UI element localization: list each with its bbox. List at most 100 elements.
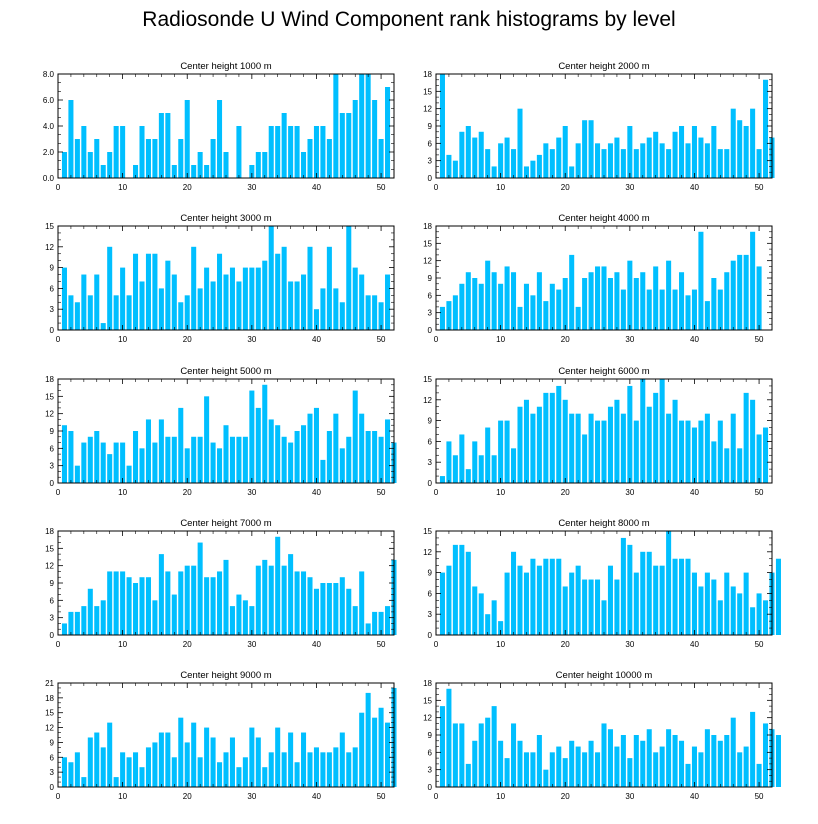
x-tick-label: 50: [755, 792, 764, 801]
y-tick-label: 9: [50, 427, 55, 436]
bar: [704, 572, 710, 635]
bar: [698, 137, 704, 178]
x-tick-label: 0: [434, 792, 439, 801]
bar: [372, 295, 378, 330]
y-tick-label: 0: [50, 783, 55, 792]
x-tick-label: 30: [247, 640, 256, 649]
bar: [139, 577, 145, 635]
bar: [145, 577, 151, 635]
bar: [517, 740, 523, 787]
bar: [763, 600, 769, 635]
bar: [685, 420, 691, 483]
bar: [74, 611, 80, 635]
bar: [511, 551, 517, 635]
chart-panel-3: Center height 3000 m 0 3 6 9 12 15 0 10 20 30 40 50: [45, 213, 395, 344]
bar: [126, 295, 132, 330]
y-tick-label: 2.0: [43, 148, 55, 157]
x-tick-label: 10: [118, 488, 127, 497]
y-tick-label: 18: [423, 679, 432, 688]
bar: [120, 442, 126, 483]
bar: [569, 413, 575, 483]
bar: [595, 752, 601, 787]
x-tick-label: 40: [312, 792, 321, 801]
bar: [569, 254, 575, 330]
x-tick-label: 20: [183, 183, 192, 192]
bar: [730, 413, 736, 483]
bar: [601, 420, 607, 483]
bar: [352, 747, 358, 787]
x-tick-label: 20: [183, 640, 192, 649]
bar: [288, 281, 294, 330]
bar: [498, 740, 504, 787]
y-tick-label: 15: [423, 87, 432, 96]
bar: [217, 762, 223, 787]
x-tick-label: 40: [312, 488, 321, 497]
bar: [730, 260, 736, 330]
x-tick-label: 50: [755, 183, 764, 192]
bar: [659, 746, 665, 787]
bar: [275, 536, 281, 635]
bar: [730, 586, 736, 635]
y-tick-label: 0: [50, 326, 55, 335]
bar: [359, 413, 365, 483]
bar: [229, 737, 235, 787]
y-tick-label: 6: [50, 753, 55, 762]
bar: [378, 707, 384, 787]
bar: [711, 579, 717, 635]
bar: [575, 413, 581, 483]
bar: [640, 551, 646, 635]
bar: [452, 295, 458, 330]
bar: [536, 735, 542, 787]
chart-panel-10: Center height 10000 m 0 3 6 9 12 15 18 0 10 20 30 40…: [423, 670, 781, 801]
bar: [346, 436, 352, 483]
bar: [575, 306, 581, 330]
bar: [459, 283, 465, 330]
bar: [666, 531, 672, 635]
bar: [346, 226, 352, 330]
chart-panel-9: Center height 9000 m 0 3 6 9 12 15 18 21 0 10 20 30 4…: [45, 670, 397, 801]
bar: [204, 727, 210, 787]
x-tick-label: 0: [434, 335, 439, 344]
bar: [607, 729, 613, 787]
bar: [184, 742, 190, 787]
bar: [359, 571, 365, 635]
x-tick-label: 30: [247, 792, 256, 801]
x-tick-label: 20: [561, 640, 570, 649]
bar: [556, 137, 562, 178]
bar: [87, 152, 93, 178]
bar: [100, 442, 106, 483]
bar: [711, 735, 717, 787]
bar: [504, 137, 510, 178]
bar: [145, 139, 151, 178]
bar: [743, 254, 749, 330]
bar: [100, 600, 106, 635]
y-tick-label: 9: [428, 417, 433, 426]
bar: [281, 113, 287, 178]
bar: [666, 260, 672, 330]
bar: [326, 139, 332, 178]
bar: [763, 427, 769, 483]
bar: [743, 746, 749, 787]
bar: [139, 281, 145, 330]
y-tick-label: 18: [45, 375, 54, 384]
x-tick-label: 0: [56, 640, 61, 649]
y-tick-label: 4.0: [43, 122, 55, 131]
x-tick-label: 10: [496, 335, 505, 344]
x-tick-label: 10: [118, 640, 127, 649]
bar: [439, 74, 445, 178]
bar: [217, 571, 223, 635]
x-tick-label: 50: [377, 488, 386, 497]
x-tick-label: 30: [247, 488, 256, 497]
bar: [352, 100, 358, 178]
y-tick-label: 12: [423, 548, 432, 557]
bar: [152, 742, 158, 787]
y-tick-label: 18: [45, 527, 54, 536]
bar: [281, 565, 287, 635]
chart-panel-1: Center height 1000 m 0.0 2.0 4.0 6.0 8.0 0 10 20…: [43, 61, 395, 192]
bar: [301, 152, 307, 178]
panel-title: Center height 1000 m: [180, 61, 271, 72]
y-tick-label: 0: [428, 326, 433, 335]
bar: [87, 588, 93, 635]
y-tick-label: 6: [428, 748, 433, 757]
bar: [74, 465, 80, 483]
